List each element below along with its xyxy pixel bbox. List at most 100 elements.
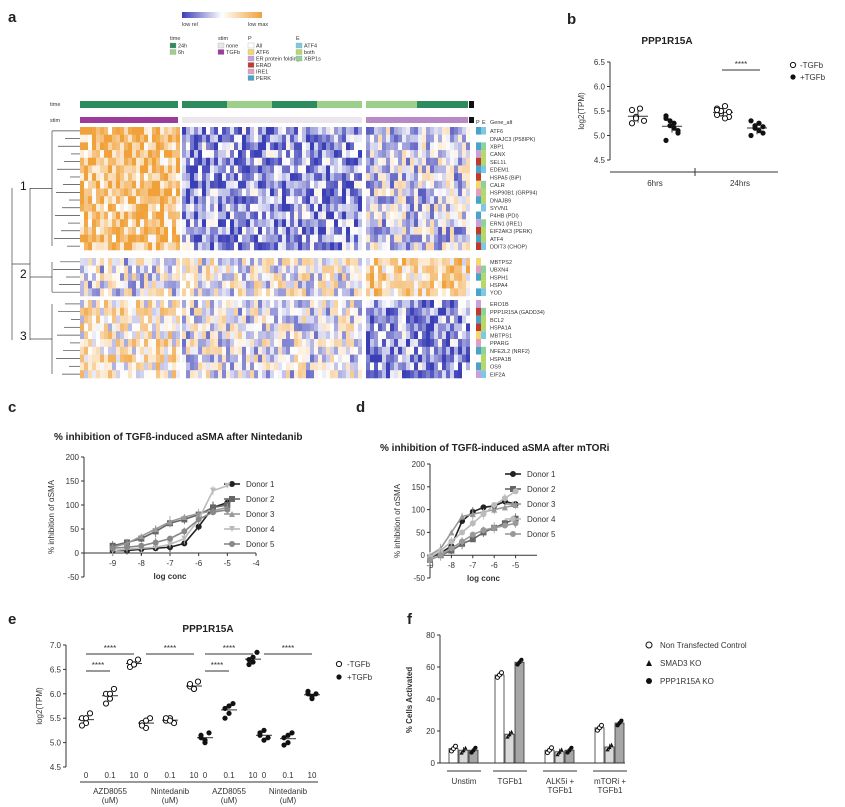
heatmap-cell: [108, 219, 112, 228]
heatmap-cell: [226, 173, 230, 182]
heatmap-cell: [326, 280, 330, 289]
heatmap-cell: [274, 346, 278, 355]
heatmap-cell: [144, 331, 148, 340]
heatmap-cell: [238, 362, 242, 371]
heatmap-cell: [270, 354, 274, 363]
heatmap-cell: [144, 157, 148, 166]
heatmap-cell: [132, 280, 136, 289]
heatmap-cell: [398, 234, 402, 243]
heatmap-cell: [402, 150, 406, 159]
heatmap-cell: [218, 354, 222, 363]
heatmap-cell: [104, 134, 108, 143]
heatmap-cell: [230, 323, 234, 332]
heatmap-cell: [402, 323, 406, 332]
heatmap-cell: [182, 234, 186, 243]
heatmap-cell: [370, 150, 374, 159]
heatmap-cell: [442, 307, 446, 316]
x-tick-label: -9: [109, 559, 117, 568]
heatmap-cell: [148, 315, 152, 324]
gene-label: HSPA1A: [490, 326, 512, 332]
heatmap-cell: [334, 354, 338, 363]
heatmap-cell: [354, 258, 358, 266]
heatmap-cell: [338, 346, 342, 355]
heatmap-cell: [164, 315, 168, 324]
heatmap-cell: [330, 226, 334, 235]
heatmap-cell: [418, 346, 422, 355]
heatmap-cell: [414, 219, 418, 228]
legend-label: +TGFb: [347, 673, 373, 682]
heatmap-cell: [182, 219, 186, 228]
heatmap-cell: [112, 157, 116, 166]
heatmap-cell: [234, 323, 238, 332]
legend-swatch: [247, 75, 255, 81]
heatmap-cell: [370, 226, 374, 235]
heatmap-cell: [430, 234, 434, 243]
heatmap-cell: [358, 234, 362, 243]
heatmap-cell: [462, 315, 466, 324]
heatmap-cell: [402, 362, 406, 371]
heatmap-cell: [354, 307, 358, 316]
heatmap-cell: [210, 180, 214, 189]
data-point: [469, 520, 476, 527]
heatmap-cell: [434, 211, 438, 220]
heatmap-cell: [322, 346, 326, 355]
data-point: [752, 125, 758, 131]
heatmap-cell: [246, 173, 250, 182]
heatmap-cell: [190, 203, 194, 212]
heatmap-cell: [374, 242, 378, 251]
heatmap-cell: [254, 280, 258, 289]
heatmap-cell: [160, 354, 164, 363]
heatmap-cell: [466, 323, 470, 332]
e-annotation: [481, 354, 486, 363]
heatmap-cell: [346, 157, 350, 166]
heatmap-cell: [450, 300, 454, 309]
heatmap-cell: [318, 280, 322, 289]
heatmap-cell: [250, 346, 254, 355]
time-strip: [227, 101, 272, 108]
heatmap-cell: [290, 150, 294, 159]
heatmap-cell: [210, 273, 214, 282]
heatmap-cell: [266, 188, 270, 197]
heatmap-cell: [182, 346, 186, 355]
heatmap-cell: [382, 142, 386, 151]
heatmap-cell: [262, 211, 266, 220]
heatmap-cell: [274, 188, 278, 197]
heatmap-cell: [254, 219, 258, 228]
heatmap-cell: [238, 226, 242, 235]
heatmap-cell: [132, 226, 136, 235]
heatmap-cell: [218, 226, 222, 235]
heatmap-cell: [290, 265, 294, 274]
data-point: [138, 533, 145, 540]
heatmap-cell: [202, 142, 206, 151]
heatmap-cell: [156, 157, 160, 166]
heatmap-cell: [176, 315, 180, 324]
heatmap-cell: [108, 315, 112, 324]
heatmap-cell: [100, 157, 104, 166]
heatmap-cell: [406, 219, 410, 228]
heatmap-cell: [418, 157, 422, 166]
legend-label: Donor 2: [246, 495, 275, 504]
data-point: [250, 654, 256, 660]
heatmap-cell: [242, 219, 246, 228]
heatmap-cell: [230, 219, 234, 228]
heatmap-cell: [172, 188, 176, 197]
heatmap-cell: [318, 307, 322, 316]
heatmap-cell: [310, 288, 314, 297]
heatmap-cell: [80, 346, 84, 355]
heatmap-cell: [100, 180, 104, 189]
heatmap-cell: [124, 180, 128, 189]
heatmap-cell: [206, 180, 210, 189]
heatmap-cell: [132, 273, 136, 282]
heatmap-cell: [108, 362, 112, 371]
heatmap-cell: [218, 173, 222, 182]
heatmap-cell: [254, 307, 258, 316]
heatmap-cell: [318, 127, 322, 135]
heatmap-cell: [442, 362, 446, 371]
heatmap-cell: [160, 165, 164, 174]
heatmap-cell: [446, 346, 450, 355]
heatmap-cell: [258, 280, 262, 289]
heatmap-cell: [322, 323, 326, 332]
heatmap-cell: [358, 273, 362, 282]
heatmap-cell: [430, 196, 434, 205]
heatmap-cell: [410, 196, 414, 205]
